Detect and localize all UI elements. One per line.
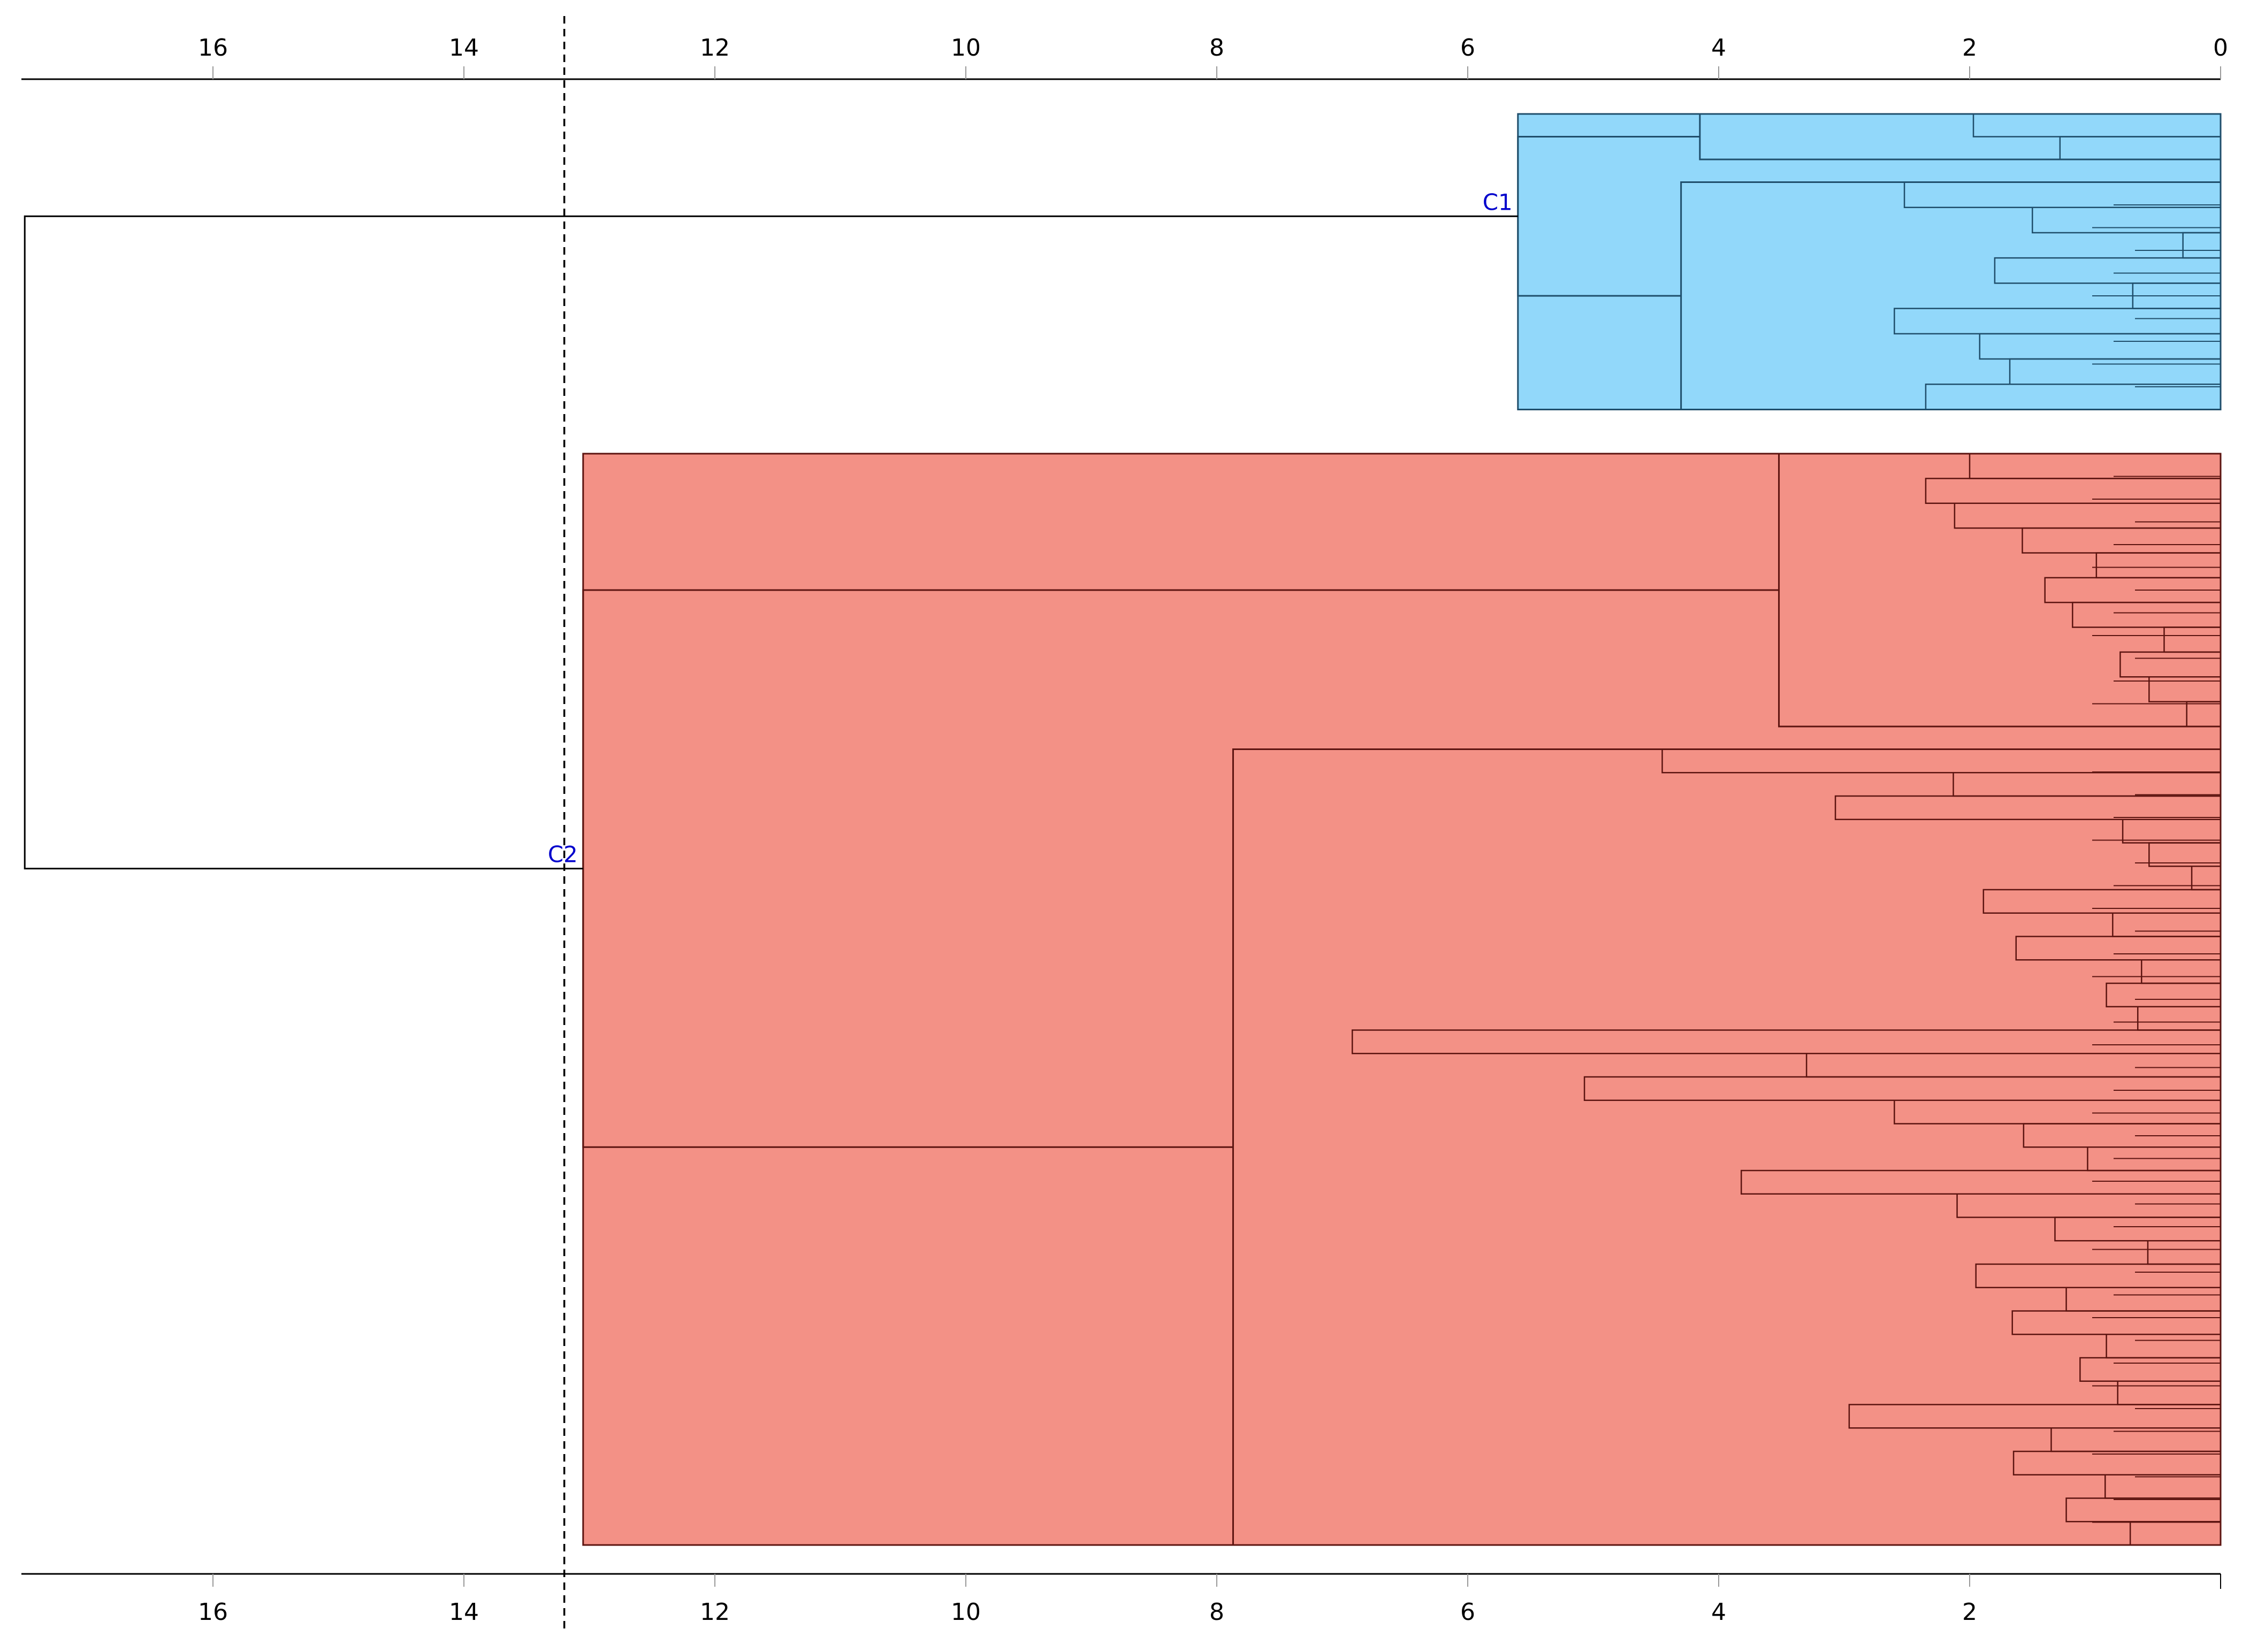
bottom-tick-label-10: 10 <box>951 1599 981 1626</box>
top-x-axis: 16 14 12 10 8 6 4 2 0 <box>21 34 2228 80</box>
top-tick-label-8: 8 <box>1209 34 1224 62</box>
bottom-tick-label-16: 16 <box>198 1599 228 1626</box>
top-tick-label-6: 6 <box>1460 34 1475 62</box>
root-link <box>24 215 1518 870</box>
top-tick-label-16: 16 <box>198 34 228 62</box>
cluster-c2-branch <box>1352 1029 2221 1054</box>
bottom-tick-label-2: 2 <box>1962 1599 1977 1626</box>
cluster-c2-region <box>582 453 2222 1546</box>
cluster-c2-branch <box>2072 601 2221 628</box>
cluster-c1-region <box>1517 113 2222 410</box>
top-tick-label-14: 14 <box>449 34 479 62</box>
top-tick-label-12: 12 <box>700 34 730 62</box>
bottom-x-axis: 16 14 12 10 8 6 4 2 <box>21 1573 2221 1626</box>
bottom-tick-label-14: 14 <box>449 1599 479 1626</box>
cluster-c2-branch <box>2054 1217 2221 1242</box>
cluster-c2-branch <box>2148 676 2221 702</box>
cluster-c1-branch <box>1994 257 2221 284</box>
top-tick-label-10: 10 <box>951 34 981 62</box>
cluster-c2 <box>582 453 2222 1546</box>
bottom-tick-label-6: 6 <box>1460 1599 1475 1626</box>
cluster-c2-subtree-link <box>1232 748 2221 1546</box>
cluster-c2-merge-bracket <box>582 589 1779 1148</box>
top-tick-label-4: 4 <box>1711 34 1726 62</box>
cluster-c1-branch <box>2032 206 2221 234</box>
cluster-c2-branch <box>1982 889 2221 914</box>
top-tick-label-0: 0 <box>2213 34 2228 62</box>
bottom-tick-label-12: 12 <box>700 1599 730 1626</box>
cluster-c2-branch <box>1834 795 2221 820</box>
cluster-label-c2: C2 <box>548 842 578 868</box>
cluster-c2-branch <box>1848 1404 2221 1429</box>
cluster-c2-branch <box>2015 936 2221 961</box>
cluster-c2-branch <box>2148 842 2221 867</box>
top-tick-label-2: 2 <box>1962 34 1977 62</box>
root-bracket <box>24 215 1518 870</box>
bottom-tick-label-8: 8 <box>1209 1599 1224 1626</box>
cluster-label-c1: C1 <box>1483 189 1513 215</box>
cluster-labels: C1 C2 <box>548 189 1513 867</box>
cluster-c1 <box>1517 113 2222 410</box>
bottom-tick-label-4: 4 <box>1711 1599 1726 1626</box>
